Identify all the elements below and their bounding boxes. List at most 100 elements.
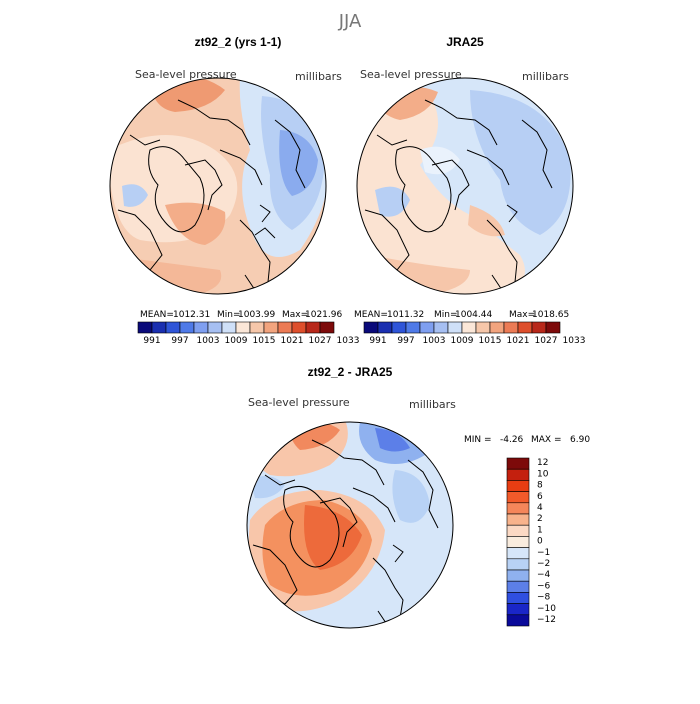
colorbar-reanalysis-tick-label-3: 1009: [451, 336, 474, 346]
panel-reanalysis-max-value: 1018.65: [532, 310, 569, 320]
panel-reanalysis: JRA25 Sea-level pressure millibars: [354, 35, 586, 346]
colorbar-model-tick-label-2: 1003: [197, 336, 220, 346]
colorbar-difference-tick-label-3: 6: [537, 492, 543, 502]
colorbar-model-box-1: [151, 321, 167, 334]
colorbar-difference-tick-label-12: −8: [537, 593, 551, 603]
panel-reanalysis-units-label: millibars: [522, 70, 569, 83]
colorbar-reanalysis-box-7: [461, 321, 477, 334]
colorbar-model-tick-label-4: 1015: [253, 336, 276, 346]
colorbar-difference-box-3: [506, 491, 530, 504]
panel-difference-variable-label: Sea-level pressure: [248, 396, 350, 409]
colorbar-difference-box-2: [506, 480, 530, 492]
colorbar-difference-tick-label-2: 8: [537, 481, 543, 491]
colorbar-difference-tick-label-13: −10: [537, 604, 556, 614]
colorbar-difference-box-7: [506, 536, 530, 548]
colorbar-reanalysis-tick-label-1: 997: [397, 336, 414, 346]
colorbar-difference-box-8: [506, 547, 530, 560]
colorbar-model-tick-label-3: 1009: [225, 336, 248, 346]
panel-model-max-value: 1021.96: [305, 310, 342, 320]
panel-reanalysis-min-label: Min=: [434, 310, 458, 320]
colorbar-model-box-13: [319, 321, 335, 334]
panel-difference-max-value: 6.90: [570, 435, 590, 445]
colorbar-reanalysis-box-4: [419, 321, 435, 334]
colorbar-reanalysis-box-8: [475, 321, 491, 334]
colorbar-reanalysis-tick-label-0: 991: [369, 336, 386, 346]
colorbar-model-box-2: [165, 321, 181, 334]
colorbar-model: 991 997 1003 1009 1015 1021 1027 1033: [137, 321, 360, 346]
panel-reanalysis-title: JRA25: [446, 35, 484, 49]
colorbar-model-box-6: [221, 321, 237, 334]
colorbar-difference-tick-label-1: 10: [537, 469, 549, 479]
colorbar-difference-box-12: [506, 592, 530, 604]
colorbar-model-box-3: [179, 321, 195, 334]
colorbar-difference-tick-label-9: −2: [537, 559, 550, 569]
colorbar-reanalysis-tick-label-7: 1033: [563, 336, 586, 346]
colorbar-difference-tick-label-10: −4: [537, 570, 551, 580]
colorbar-reanalysis-box-2: [391, 321, 407, 334]
colorbar-reanalysis-tick-label-5: 1021: [507, 336, 530, 346]
colorbar-reanalysis-tick-label-6: 1027: [535, 336, 558, 346]
colorbar-reanalysis-box-1: [377, 321, 393, 334]
colorbar-model-box-0: [137, 321, 153, 334]
colorbar-difference-box-6: [506, 524, 530, 537]
panel-reanalysis-min-value: 1004.44: [455, 310, 492, 320]
panel-model-units-label: millibars: [295, 70, 342, 83]
colorbar-reanalysis-tick-label-2: 1003: [423, 336, 446, 346]
colorbar-difference-box-9: [506, 558, 530, 571]
panel-reanalysis-variable-label: Sea-level pressure: [360, 68, 462, 81]
panel-difference-max-label: MAX =: [531, 435, 562, 445]
colorbar-reanalysis-box-9: [489, 321, 505, 334]
colorbar-model-tick-label-6: 1027: [309, 336, 332, 346]
colorbar-reanalysis-box-10: [503, 321, 519, 334]
colorbar-difference-tick-label-14: −12: [537, 615, 556, 625]
colorbar-reanalysis-box-5: [433, 321, 449, 334]
colorbar-reanalysis: 991 997 1003 1009 1015 1021 1027 1033: [363, 321, 586, 346]
panel-reanalysis-mean-label: MEAN=: [354, 310, 388, 320]
colorbar-difference-box-10: [506, 569, 530, 582]
colorbar-model-box-12: [305, 321, 321, 334]
colorbar-reanalysis-tick-label-4: 1015: [479, 336, 502, 346]
panel-reanalysis-max-label: Max=: [509, 310, 535, 320]
colorbar-difference-box-5: [506, 513, 530, 526]
colorbar-model-tick-label-7: 1033: [337, 336, 360, 346]
colorbar-model-box-5: [207, 321, 223, 334]
colorbar-reanalysis-box-3: [405, 321, 421, 334]
panel-model-max-label: Max=: [282, 310, 308, 320]
colorbar-reanalysis-box-11: [517, 321, 533, 334]
panel-difference-title: zt92_2 - JRA25: [308, 365, 393, 379]
panel-difference-units-label: millibars: [409, 398, 456, 411]
polar-map-difference: [247, 422, 453, 628]
colorbar-difference-tick-label-0: 12: [537, 458, 548, 468]
colorbar-reanalysis-box-12: [531, 321, 547, 334]
panel-model-min-label: Min=: [217, 310, 241, 320]
panel-model-title: zt92_2 (yrs 1-1): [195, 35, 282, 49]
page-title: JJA: [338, 11, 362, 32]
panel-difference-min-value: -4.26: [500, 435, 524, 445]
colorbar-difference-box-14: [506, 614, 530, 627]
panel-model-mean-value: 1012.31: [173, 310, 210, 320]
colorbar-difference-box-4: [506, 502, 530, 515]
colorbar-model-box-4: [193, 321, 209, 334]
panel-difference-min-label: MIN =: [464, 435, 492, 445]
panel-reanalysis-mean-value: 1011.32: [387, 310, 424, 320]
colorbar-model-box-8: [249, 321, 265, 334]
colorbar-difference-tick-label-8: −1: [537, 548, 550, 558]
colorbar-reanalysis-box-0: [363, 321, 379, 334]
polar-map-reanalysis: [357, 78, 573, 294]
colorbar-reanalysis-box-6: [447, 321, 463, 334]
colorbar-model-box-7: [235, 321, 251, 334]
colorbar-difference-tick-label-4: 4: [537, 503, 543, 513]
panel-difference: zt92_2 - JRA25 Sea-level pressure millib…: [246, 365, 590, 629]
colorbar-difference-tick-label-11: −6: [537, 581, 551, 591]
colorbar-difference-tick-label-5: 2: [537, 514, 543, 524]
polar-map-model: [110, 78, 326, 294]
colorbar-reanalysis-box-13: [545, 321, 561, 334]
colorbar-difference-box-11: [506, 580, 530, 593]
colorbar-difference-tick-label-7: 0: [537, 537, 543, 547]
colorbar-model-box-9: [263, 321, 279, 334]
panel-model: zt92_2 (yrs 1-1) Sea-level pressure mill…: [109, 35, 360, 346]
panel-model-min-value: 1003.99: [238, 310, 275, 320]
